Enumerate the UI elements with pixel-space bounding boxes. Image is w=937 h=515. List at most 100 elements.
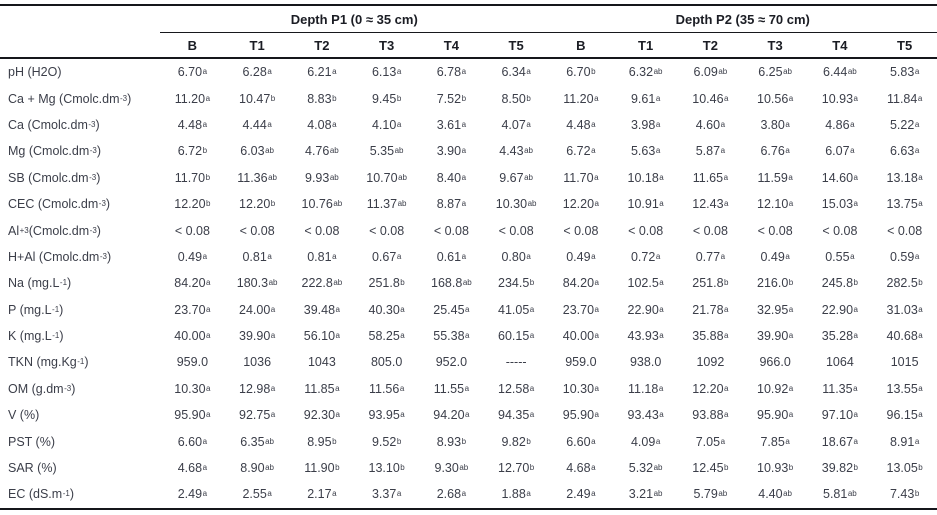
data-cell: 95.90 a	[757, 408, 794, 423]
data-cell: 11.65 a	[692, 170, 729, 185]
data-cell: 92.30 a	[303, 408, 340, 423]
data-cell: 96.15 a	[886, 408, 923, 423]
row-label: pH (H2O)	[8, 65, 62, 80]
data-cell: 39.90 a	[239, 329, 276, 344]
data-cell: 10.30 a	[562, 381, 599, 396]
data-cell: 1015	[890, 355, 919, 370]
row-label: OM (g.dm -3)	[8, 381, 76, 396]
column-header-p2-t3: T3	[767, 37, 783, 53]
data-cell: 10.76 ab	[301, 197, 343, 212]
column-header-p1-t5: T5	[508, 37, 524, 53]
data-cell: 168.8 ab	[431, 276, 472, 291]
data-cell: 2.49 a	[566, 487, 596, 502]
data-cell: 3.61 a	[436, 117, 467, 132]
data-cell: 966.0	[759, 355, 791, 370]
data-cell: 4.60 a	[695, 117, 726, 132]
column-header-p2-t5: T5	[897, 37, 913, 53]
data-cell: 8.50 b	[501, 91, 531, 106]
data-cell: 3.37 a	[371, 487, 402, 502]
data-cell: 21.78 a	[692, 302, 729, 317]
row-label: H+Al (Cmolc.dm -3)	[8, 249, 112, 264]
row-label: Ca (Cmolc.dm -3)	[8, 117, 100, 132]
data-cell: 952.0	[435, 355, 468, 370]
data-cell: 92.75 a	[239, 408, 276, 423]
data-cell: 94.20 a	[433, 408, 470, 423]
data-cell: 55.38 a	[433, 329, 470, 344]
data-cell: 6.13 a	[371, 65, 402, 80]
data-cell: 8.40 a	[436, 170, 467, 185]
data-cell: 6.76 a	[760, 144, 790, 159]
data-cell: 9.52 b	[371, 434, 402, 449]
data-cell: 32.95 a	[757, 302, 794, 317]
table-row: Ca + Mg (Cmolc.dm -3) 11.20 a 10.47 b 8.83 b 9.4…	[0, 85, 937, 111]
data-cell: 4.44 a	[242, 117, 272, 132]
table-row: PST (%) 6.60 a 6.35 ab 8.95 b 9.52 b 8.93 b 9.82 b 6.…	[0, 428, 937, 454]
data-cell: 234.5 b	[498, 276, 535, 291]
data-cell: 0.55 a	[825, 249, 855, 264]
data-cell: 23.70 a	[174, 302, 211, 317]
data-cell: 959.0	[176, 355, 209, 370]
data-cell: 13.10 b	[368, 461, 405, 476]
header-spacer	[0, 6, 160, 33]
data-cell: 11.18 a	[627, 381, 664, 396]
data-cell: 6.09 ab	[693, 65, 728, 80]
data-cell: 95.90 a	[174, 408, 211, 423]
data-cell: 6.32 ab	[628, 65, 663, 80]
data-cell: 39.82 b	[821, 461, 858, 476]
data-cell: 12.58 a	[498, 381, 535, 396]
data-cell: 12.20 b	[239, 197, 276, 212]
data-cell: 13.05 b	[886, 461, 923, 476]
data-cell: 9.93 ab	[305, 170, 339, 185]
row-label: Mg (Cmolc.dm -3)	[8, 144, 102, 159]
data-cell: 11.85 a	[304, 381, 340, 396]
data-cell: 13.75 a	[886, 197, 923, 212]
data-cell: 56.10 a	[303, 329, 340, 344]
table-row: Al +3 (Cmolc.dm -3) < 0.08 < 0.08 < 0.08 < 0.0…	[0, 217, 937, 243]
data-cell: -----	[505, 355, 527, 370]
data-cell: 31.03 a	[886, 302, 923, 317]
data-cell: 10.47 b	[239, 91, 276, 106]
data-cell: 5.35 ab	[369, 144, 404, 159]
table-row: CEC (Cmolc.dm -3) 12.20 b 12.20 b 10.76 ab 11.37…	[0, 191, 937, 217]
data-cell: 102.5 a	[627, 276, 664, 291]
data-cell: 6.35 ab	[240, 434, 274, 449]
data-cell: 4.68 a	[566, 461, 596, 476]
data-cell: 15.03 a	[821, 197, 858, 212]
data-cell: < 0.08	[692, 223, 728, 238]
data-cell: 11.35 a	[822, 381, 858, 396]
data-cell: 13.18 a	[886, 170, 923, 185]
table-row: Na (mg.L -1) 84.20 a 180.3 ab 222.8 ab 251.8 b 168…	[0, 270, 937, 296]
data-cell: 84.20 a	[174, 276, 211, 291]
data-cell: 12.98 a	[239, 381, 276, 396]
data-cell: 3.21 ab	[628, 487, 663, 502]
depth-p1-group-header: Depth P1 (0 ≈ 35 cm)	[160, 6, 549, 33]
row-label: K (mg.L -1)	[8, 329, 64, 344]
data-cell: 1036	[243, 355, 272, 370]
data-cell: 39.48 a	[303, 302, 340, 317]
data-cell: 11.37 ab	[366, 197, 407, 212]
data-cell: 25.45 a	[433, 302, 470, 317]
data-cell: 43.93 a	[627, 329, 664, 344]
data-cell: 4.48 a	[566, 117, 596, 132]
row-label: PST (%)	[8, 434, 55, 449]
data-cell: 84.20 a	[562, 276, 599, 291]
table-top-rule	[0, 4, 937, 6]
data-cell: 6.07 a	[825, 144, 855, 159]
data-cell: 18.67 a	[821, 434, 858, 449]
data-cell: 0.49 a	[760, 249, 790, 264]
row-label: V (%)	[8, 408, 40, 423]
data-cell: 40.68 a	[886, 329, 923, 344]
table-bottom-rule	[0, 507, 937, 510]
data-cell: 22.90 a	[821, 302, 858, 317]
row-label: SB (Cmolc.dm -3)	[8, 170, 101, 185]
data-cell: 4.86 a	[825, 117, 855, 132]
data-cell: 93.95 a	[368, 408, 405, 423]
data-cell: 5.83 a	[889, 65, 920, 80]
data-cell: 7.43 b	[889, 487, 920, 502]
data-cell: < 0.08	[887, 223, 923, 238]
data-cell: < 0.08	[563, 223, 599, 238]
data-cell: 1064	[825, 355, 854, 370]
column-header-p2-t4: T4	[832, 37, 848, 53]
data-cell: 12.45 b	[692, 461, 729, 476]
data-cell: 93.88 a	[692, 408, 729, 423]
